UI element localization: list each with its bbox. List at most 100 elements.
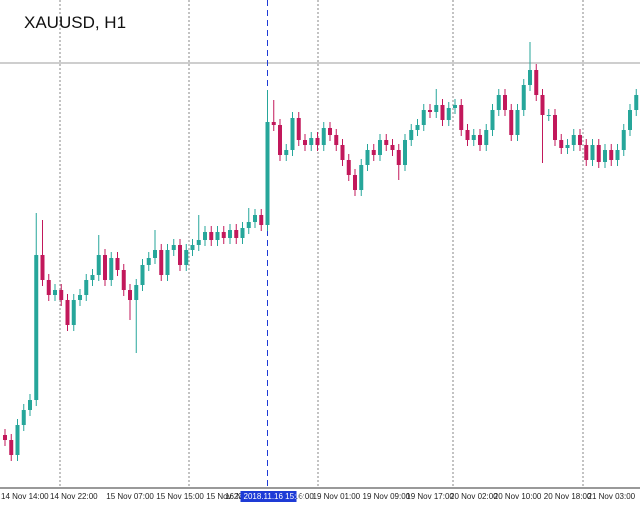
crosshair-label-bg [240, 491, 297, 502]
candle-body [309, 138, 314, 145]
candle-body [209, 232, 214, 240]
x-tick-label: 16:00 [294, 492, 315, 501]
candle-body [178, 245, 182, 265]
candle-body [109, 258, 114, 280]
candle-body [84, 280, 89, 295]
candle-body [115, 258, 120, 270]
crosshair-label: 2018.11.16 15:00 [244, 492, 306, 501]
candle-body [453, 105, 457, 108]
candle-body [378, 140, 382, 155]
x-tick-label: 16 N [225, 492, 242, 501]
candle-body [228, 230, 232, 238]
candle-body [415, 125, 420, 130]
candle-body [428, 110, 432, 112]
candle-body [290, 118, 295, 150]
candle-body [515, 110, 520, 135]
candle-body [521, 85, 526, 110]
x-tick-label: 19 Nov 09:00 [363, 492, 411, 501]
candle-body [478, 135, 482, 145]
candle-body [284, 150, 289, 155]
candle-body [96, 255, 101, 275]
candle-body [559, 140, 564, 148]
candle-body [134, 285, 139, 300]
candle-body [603, 150, 607, 162]
candle-body [271, 122, 276, 125]
candle-body [153, 250, 157, 258]
candle-body [403, 140, 407, 165]
candle-body [240, 228, 245, 238]
candle-body [46, 280, 51, 295]
candle-body [296, 118, 301, 140]
candle-body [3, 435, 7, 440]
x-tick-label: 21 Nov 03:00 [588, 492, 636, 501]
candle-body [553, 115, 557, 140]
candle-body [259, 215, 264, 225]
x-tick-label: 20 Nov 02:00 [450, 492, 498, 501]
candle-body [190, 245, 195, 250]
candle-body [490, 110, 495, 130]
candle-body [409, 130, 414, 140]
candle-body [346, 160, 351, 175]
candle-body [384, 140, 389, 145]
candle-body [78, 295, 82, 300]
candle-body [528, 70, 532, 85]
x-tick-label: 15 Nov 07:00 [106, 492, 154, 501]
candle-body [496, 95, 501, 110]
candle-body [165, 250, 170, 275]
candle-body [359, 165, 364, 190]
candle-body [9, 440, 14, 455]
candle-body [571, 135, 576, 145]
candle-body [396, 150, 401, 165]
candle-body [221, 232, 226, 238]
candle-body [371, 150, 376, 155]
candle-body [609, 150, 614, 160]
candle-body [215, 232, 220, 240]
candle-body [328, 128, 332, 135]
x-tick-label: 20 Nov 18:00 [544, 492, 592, 501]
candle-body [128, 290, 132, 300]
candle-body [340, 145, 345, 160]
candle-body [390, 145, 395, 150]
candle-body [140, 265, 145, 285]
candle-body [546, 115, 551, 116]
candle-body [71, 300, 76, 325]
candle-body [509, 110, 514, 135]
candle-body [446, 108, 451, 120]
chart-title: XAUUSD, H1 [24, 13, 126, 32]
candle-body [421, 110, 426, 125]
candle-body [90, 275, 95, 280]
candle-body [40, 255, 45, 280]
x-tick-label: 19 Nov 17:00 [406, 492, 454, 501]
candle-body [621, 130, 626, 150]
candle-body [584, 145, 589, 160]
candle-body [103, 255, 107, 280]
candle-body [265, 122, 270, 225]
candle-body [28, 400, 32, 410]
candle-body [203, 232, 207, 240]
candle-body [440, 105, 445, 120]
candle-body [578, 135, 582, 145]
candle-body [634, 95, 639, 110]
candle-body [334, 135, 339, 145]
candle-body [459, 105, 464, 130]
candle-body [615, 150, 620, 160]
candle-body [146, 258, 151, 265]
candle-body [365, 150, 370, 165]
candle-body [234, 230, 239, 238]
candle-body [434, 105, 439, 112]
candle-body [353, 175, 357, 190]
x-tick-label: 20 Nov 10:00 [494, 492, 542, 501]
candle-body [503, 95, 507, 110]
candle-body [53, 290, 57, 295]
candle-body [628, 110, 632, 130]
candle-body [159, 250, 164, 275]
candle-body [15, 425, 20, 455]
candle-body [540, 95, 545, 115]
x-tick-label: 19 Nov 01:00 [313, 492, 361, 501]
candle-body [534, 70, 539, 95]
candle-body [21, 410, 26, 425]
candle-body [65, 300, 70, 325]
x-tick-label: 14 Nov 22:00 [50, 492, 98, 501]
candle-body [565, 145, 570, 148]
